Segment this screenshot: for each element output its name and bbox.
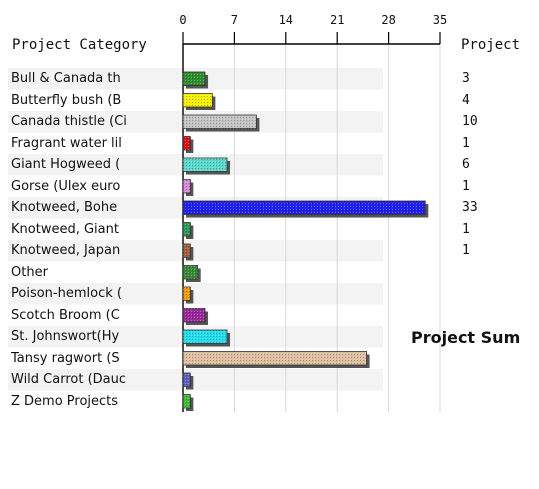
bar-group xyxy=(182,200,429,218)
category-header: Project Category xyxy=(12,37,147,53)
row-background xyxy=(8,132,383,154)
bar-group xyxy=(182,179,194,196)
row-background xyxy=(8,240,383,262)
category-label: Other xyxy=(11,264,48,280)
row-background xyxy=(8,283,383,305)
bar-shading xyxy=(183,72,206,86)
category-label: Wild Carrot (Dauc xyxy=(11,372,127,387)
x-tick-label: 35 xyxy=(433,13,447,27)
bar-group xyxy=(182,93,216,110)
value-header: Project xyxy=(461,37,521,53)
bar-group xyxy=(182,372,194,390)
x-tick-label: 0 xyxy=(179,13,186,27)
category-label: Fragrant water lil xyxy=(11,135,122,151)
summary-panel xyxy=(383,312,539,485)
row-background xyxy=(8,390,383,412)
bar-shading xyxy=(183,201,426,215)
category-label: Giant Hogweed ( xyxy=(11,157,121,172)
bar-group xyxy=(182,329,231,347)
x-tick-label: 7 xyxy=(231,13,238,27)
bar-shading xyxy=(183,373,191,387)
bar-group xyxy=(182,286,194,304)
count-label: 1 xyxy=(462,135,470,151)
summary-label: Project Sum xyxy=(411,328,521,347)
x-tick-label: 28 xyxy=(381,13,395,27)
count-label: 1 xyxy=(462,221,470,237)
bar-shading xyxy=(183,115,257,129)
bar-shading xyxy=(183,136,191,150)
bar-shading xyxy=(183,93,213,107)
category-label: Z Demo Projects xyxy=(11,393,119,409)
count-label: 33 xyxy=(462,200,478,215)
row-background xyxy=(8,218,383,240)
category-label: Poison-hemlock ( xyxy=(11,286,122,301)
category-label: Knotweed, Japan xyxy=(11,243,121,258)
bar-group xyxy=(182,157,231,175)
row-background xyxy=(8,175,383,197)
category-label: Butterfly bush (B xyxy=(11,92,122,108)
count-label: 4 xyxy=(462,92,470,108)
count-label: 10 xyxy=(462,114,478,129)
bar-shading xyxy=(183,394,191,408)
category-label: Canada thistle (Ci xyxy=(11,114,127,129)
x-tick-label: 14 xyxy=(279,13,293,27)
bar-shading xyxy=(183,158,228,172)
count-label: 1 xyxy=(462,178,470,194)
bar-shading xyxy=(183,244,191,258)
category-label: Knotweed, Bohe xyxy=(11,200,118,215)
bar-shading xyxy=(183,179,191,193)
category-label: Gorse (Ulex euro xyxy=(11,178,121,194)
bar-group xyxy=(182,394,194,411)
bar-shading xyxy=(183,308,206,322)
bar-group xyxy=(182,265,201,282)
bar-group xyxy=(182,222,194,239)
bar-shading xyxy=(183,287,191,301)
bar-group xyxy=(182,114,260,132)
bar-shading xyxy=(183,330,228,344)
category-label: Bull & Canada th xyxy=(11,71,121,86)
bar-group xyxy=(182,308,209,325)
row-background xyxy=(8,369,383,391)
bar-shading xyxy=(183,222,191,236)
x-tick-label: 21 xyxy=(330,13,344,27)
bar-group xyxy=(182,71,209,89)
bar-shading xyxy=(183,351,367,365)
bar-group xyxy=(182,136,194,153)
category-label: Tansy ragwort (S xyxy=(11,350,120,366)
bar-group xyxy=(182,243,194,261)
bar-group xyxy=(182,351,370,368)
count-label: 1 xyxy=(462,243,470,258)
count-label: 6 xyxy=(462,157,470,172)
category-label: St. Johnswort(Hy xyxy=(11,329,120,344)
category-label: Knotweed, Giant xyxy=(11,221,119,237)
category-label: Scotch Broom (C xyxy=(11,307,120,323)
bar-shading xyxy=(183,265,198,279)
count-label: 3 xyxy=(462,71,470,86)
